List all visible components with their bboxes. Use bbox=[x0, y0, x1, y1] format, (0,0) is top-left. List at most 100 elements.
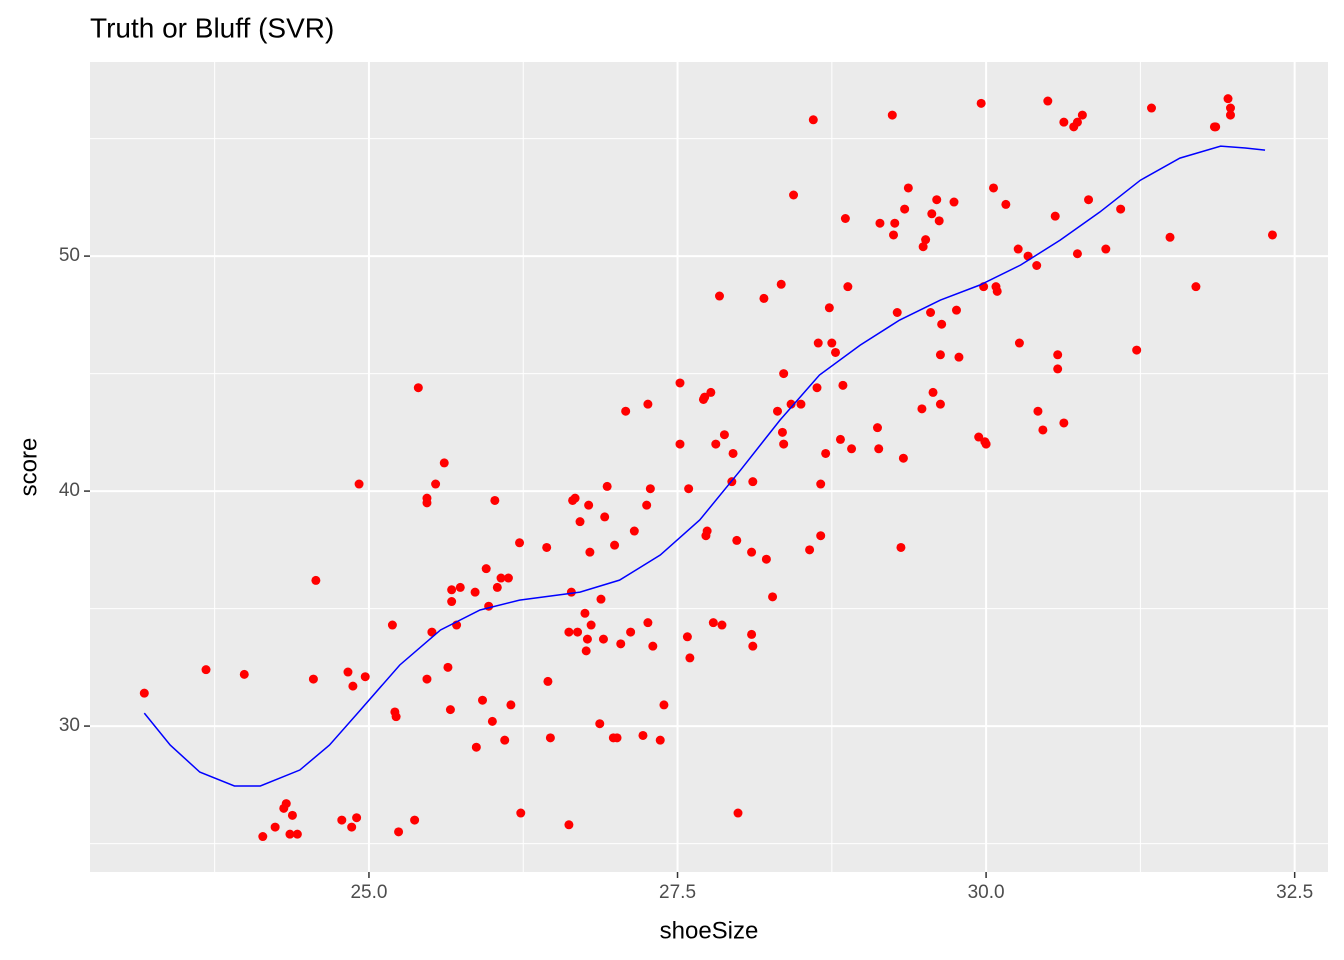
point bbox=[779, 369, 789, 379]
point bbox=[918, 242, 928, 252]
point bbox=[447, 597, 457, 607]
point bbox=[387, 620, 397, 630]
point bbox=[719, 430, 729, 440]
point bbox=[643, 618, 653, 628]
point bbox=[585, 547, 595, 557]
point bbox=[890, 218, 900, 228]
point bbox=[1225, 110, 1235, 120]
point bbox=[1072, 249, 1082, 259]
point bbox=[1132, 345, 1142, 355]
point bbox=[292, 829, 302, 839]
point bbox=[776, 279, 786, 289]
point bbox=[717, 620, 727, 630]
point bbox=[786, 399, 796, 409]
point bbox=[626, 627, 636, 637]
point bbox=[927, 209, 937, 219]
point bbox=[492, 582, 502, 592]
point bbox=[1053, 350, 1063, 360]
point bbox=[989, 183, 999, 193]
point bbox=[935, 350, 945, 360]
point bbox=[728, 448, 738, 458]
point bbox=[1032, 260, 1042, 270]
point bbox=[954, 352, 964, 362]
point bbox=[921, 235, 931, 245]
point bbox=[348, 681, 358, 691]
point bbox=[974, 432, 984, 442]
point bbox=[900, 204, 910, 214]
y-tick-label: 50 bbox=[59, 245, 80, 266]
point bbox=[748, 477, 758, 487]
point bbox=[1146, 103, 1156, 113]
point bbox=[824, 303, 834, 313]
point bbox=[308, 674, 318, 684]
point bbox=[201, 665, 211, 675]
point bbox=[779, 439, 789, 449]
point bbox=[875, 218, 885, 228]
point bbox=[748, 641, 758, 651]
point bbox=[768, 592, 778, 602]
point bbox=[976, 98, 986, 108]
point bbox=[685, 653, 695, 663]
panel bbox=[90, 62, 1328, 872]
point bbox=[896, 542, 906, 552]
point bbox=[732, 535, 742, 545]
point bbox=[1001, 199, 1011, 209]
y-tick-label: 30 bbox=[59, 715, 80, 736]
point bbox=[702, 526, 712, 536]
point bbox=[575, 517, 585, 527]
point bbox=[951, 305, 961, 315]
point bbox=[773, 406, 783, 416]
point bbox=[874, 444, 884, 454]
point bbox=[516, 808, 526, 818]
point bbox=[812, 383, 822, 393]
point bbox=[490, 495, 500, 505]
point bbox=[777, 427, 787, 437]
point bbox=[747, 629, 757, 639]
point bbox=[543, 676, 553, 686]
point bbox=[827, 338, 837, 348]
x-tick-label: 27.5 bbox=[659, 882, 696, 903]
point bbox=[992, 286, 1002, 296]
point bbox=[889, 230, 899, 240]
point bbox=[831, 347, 841, 357]
point bbox=[1084, 195, 1094, 205]
point bbox=[1116, 204, 1126, 214]
point bbox=[573, 627, 583, 637]
point bbox=[643, 399, 653, 409]
point bbox=[542, 542, 552, 552]
point bbox=[1059, 117, 1069, 127]
point bbox=[1165, 232, 1175, 242]
point bbox=[506, 700, 516, 710]
point bbox=[645, 484, 655, 494]
point bbox=[648, 641, 658, 651]
point bbox=[659, 700, 669, 710]
point bbox=[838, 380, 848, 390]
point bbox=[596, 594, 606, 604]
point bbox=[655, 735, 665, 745]
point bbox=[747, 547, 757, 557]
point bbox=[564, 820, 574, 830]
point bbox=[1101, 244, 1111, 254]
point bbox=[1223, 94, 1233, 104]
point bbox=[478, 695, 488, 705]
point bbox=[903, 183, 913, 193]
point bbox=[439, 458, 449, 468]
point bbox=[1053, 364, 1063, 374]
point bbox=[447, 585, 457, 595]
point bbox=[580, 608, 590, 618]
point bbox=[422, 674, 432, 684]
point bbox=[470, 587, 480, 597]
point bbox=[926, 307, 936, 317]
point bbox=[638, 730, 648, 740]
point bbox=[675, 439, 685, 449]
point bbox=[1191, 282, 1201, 292]
point bbox=[711, 439, 721, 449]
point bbox=[682, 632, 692, 642]
point bbox=[455, 582, 465, 592]
point bbox=[616, 639, 626, 649]
point bbox=[337, 815, 347, 825]
point bbox=[391, 712, 401, 722]
point bbox=[471, 742, 481, 752]
point bbox=[706, 387, 716, 397]
